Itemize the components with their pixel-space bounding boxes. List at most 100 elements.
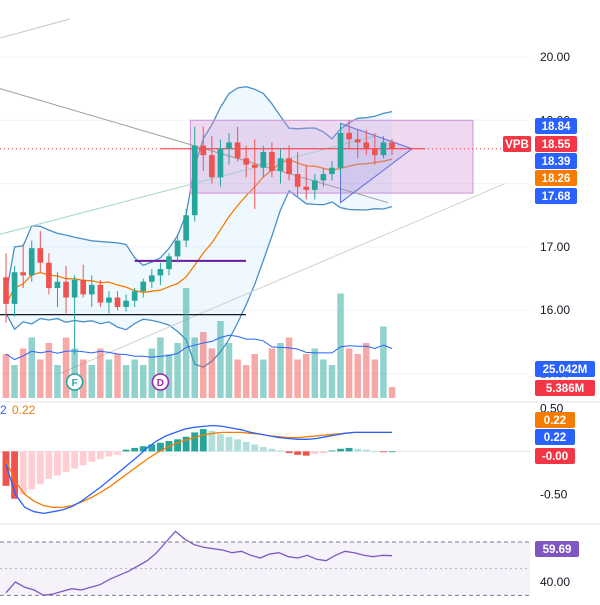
macd-histogram-bar <box>96 451 104 460</box>
volume-bar <box>320 359 327 398</box>
macd-tick-label: 0.50 <box>540 401 564 415</box>
macd-histogram-bar <box>114 451 121 455</box>
volume-bar <box>37 359 44 398</box>
macd-histogram-bar <box>242 441 250 452</box>
candle <box>28 240 35 282</box>
macd-histogram-bar <box>371 451 379 453</box>
candle-body <box>251 164 258 168</box>
price-tag: 18.26 <box>535 170 577 186</box>
candle <box>54 272 61 308</box>
candle <box>131 288 138 308</box>
volume-bar <box>260 359 267 398</box>
volume-bar <box>328 365 336 398</box>
event-marker-letter: D <box>157 378 164 389</box>
moving-average-line <box>5 158 393 305</box>
volume-bar <box>200 332 207 398</box>
price-tag-value: 18.55 <box>542 139 571 151</box>
macd-histogram-bar <box>268 448 276 452</box>
price-tag-box <box>535 170 577 186</box>
volume-bar <box>191 337 198 398</box>
candle <box>294 151 301 197</box>
candle-body <box>166 256 172 270</box>
candle-body <box>88 284 95 295</box>
trend-line-lower <box>0 135 375 235</box>
candle-body <box>277 158 284 171</box>
candle-body <box>337 132 344 168</box>
candle-body <box>131 291 138 301</box>
volume-tag-box <box>535 380 595 396</box>
price-tag: 18.39 <box>535 153 577 169</box>
volume-bar <box>277 343 284 398</box>
candle <box>106 291 112 314</box>
candle <box>114 291 121 311</box>
candle <box>380 136 387 159</box>
macd-histogram-bar <box>191 432 199 452</box>
candle-body <box>20 272 26 276</box>
candle <box>63 265 69 314</box>
volume-bar <box>165 354 173 398</box>
volume-tag-value: 25.042M <box>543 364 588 376</box>
candle <box>88 275 95 308</box>
macd-line <box>5 424 392 515</box>
candle <box>311 174 318 200</box>
candle <box>209 136 215 184</box>
candle <box>243 145 250 178</box>
candle-body <box>380 142 387 156</box>
candle-body <box>191 145 198 216</box>
candle-body <box>11 272 18 304</box>
volume-bar <box>251 354 259 398</box>
candle <box>174 234 181 263</box>
volume-bar <box>114 354 121 398</box>
candle-body <box>389 142 395 149</box>
candle-body <box>320 174 327 181</box>
macd-histogram-bar <box>71 451 79 469</box>
candle <box>234 126 241 162</box>
macd-tag-value: 0.22 <box>544 432 566 444</box>
volume-tag-box <box>535 361 595 377</box>
macd-histogram-bar <box>259 447 267 452</box>
macd-histogram-bar <box>199 428 207 452</box>
candle <box>337 123 344 175</box>
macd-histogram-bar <box>277 450 284 452</box>
candle <box>123 294 129 312</box>
macd-histogram-bar <box>302 451 310 456</box>
candle-body <box>234 142 241 159</box>
candle <box>277 148 284 184</box>
candle <box>80 264 87 298</box>
macd-legend-value: 0.22 <box>12 403 36 417</box>
candle-body <box>226 142 232 149</box>
macd-histogram-bar <box>28 451 36 490</box>
candle-body <box>269 151 275 171</box>
candle <box>3 253 9 323</box>
macd-tag: -0.00 <box>535 448 575 464</box>
rsi-tick-label: 40.00 <box>540 575 570 589</box>
candle-body <box>217 148 224 178</box>
macd-histogram-bar <box>234 439 242 452</box>
macd-tag-box <box>535 448 575 464</box>
macd-pane[interactable]: 2 0.22 <box>0 403 530 515</box>
symbol-tag-label: VPB <box>505 139 529 151</box>
price-tag-value: 18.26 <box>542 173 571 185</box>
macd-histogram-bar <box>148 444 156 452</box>
volume-bar <box>285 337 293 398</box>
macd-histogram-bar <box>388 451 396 453</box>
candle <box>71 275 78 355</box>
macd-histogram-bar <box>225 436 233 452</box>
macd-histogram-bar <box>54 451 61 476</box>
rsi-pane[interactable] <box>0 530 530 596</box>
price-tag-value: 18.84 <box>542 121 571 133</box>
volume-bar <box>268 348 276 398</box>
macd-histogram-bar <box>131 447 139 452</box>
volume-bar <box>311 348 319 398</box>
candle-body <box>114 297 121 308</box>
price-tag: 18.84 <box>535 118 577 134</box>
candle-body <box>260 151 267 168</box>
macd-histogram-bar <box>285 451 293 454</box>
candle <box>46 253 52 295</box>
candle-body <box>294 174 301 187</box>
volume-bar <box>11 365 18 398</box>
volume-bar <box>337 293 344 398</box>
